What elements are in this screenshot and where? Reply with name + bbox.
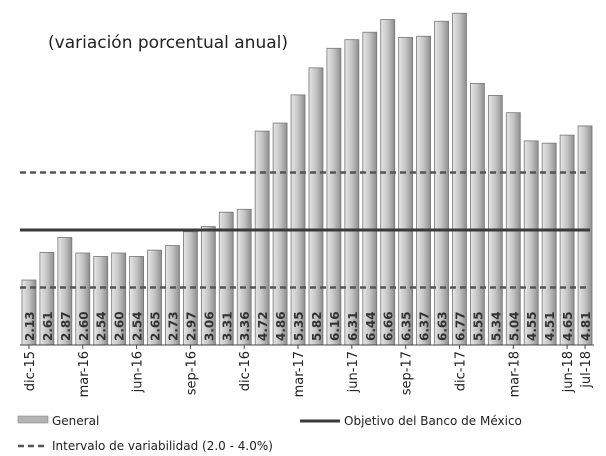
value-label: 6.35 (400, 311, 414, 341)
bar (290, 94, 306, 346)
value-label: 6.31 (346, 311, 360, 341)
x-tick-label: sep-17 (400, 351, 415, 395)
value-label: 6.63 (436, 311, 450, 341)
bar (452, 12, 467, 346)
value-label: 4.65 (561, 311, 575, 341)
value-label: 2.54 (95, 311, 109, 341)
value-label: 5.04 (507, 311, 521, 341)
x-tick-label: jul-18 (579, 351, 594, 389)
value-label: 5.35 (292, 311, 306, 341)
x-tick-label: jun-17 (346, 351, 361, 393)
value-label: 2.65 (149, 311, 163, 341)
bar (434, 20, 449, 346)
value-label: 5.82 (310, 311, 324, 341)
value-label: 2.60 (113, 311, 127, 341)
x-tick-label: mar-17 (292, 351, 307, 397)
value-label: 4.81 (579, 311, 593, 341)
bar (487, 95, 503, 346)
value-label: 6.44 (364, 311, 378, 341)
x-tick-label: dic-15 (23, 351, 38, 391)
x-tick-label: mar-16 (77, 351, 92, 397)
value-label: 4.55 (525, 311, 539, 341)
bar (416, 35, 431, 346)
value-label: 2.87 (59, 311, 73, 341)
value-label: 5.55 (471, 311, 485, 341)
bar (398, 36, 414, 346)
legend-label: General (52, 414, 99, 428)
value-label: 6.77 (453, 311, 467, 341)
value-label: 2.73 (166, 311, 180, 341)
value-label: 2.60 (77, 311, 91, 341)
value-label: 3.31 (220, 311, 234, 341)
bar (308, 67, 324, 346)
value-label: 4.72 (256, 311, 270, 341)
x-tick-label: jun-16 (131, 351, 146, 393)
value-label: 4.51 (543, 311, 557, 341)
x-tick-label: dic-17 (453, 351, 468, 391)
chart-subtitle: (variación porcentual anual) (48, 33, 288, 53)
x-tick-label: sep-16 (184, 351, 199, 395)
bar (344, 39, 360, 346)
value-label: 3.06 (202, 311, 216, 341)
x-tick-label: jun-18 (561, 351, 576, 393)
value-label: 3.36 (238, 311, 252, 341)
value-label: 4.86 (274, 311, 288, 341)
value-label: 6.37 (418, 311, 432, 341)
bar (326, 47, 342, 346)
legend-label: Intervalo de variabilidad (2.0 - 4.0%) (52, 439, 273, 453)
legend-label: Objetivo del Banco de México (344, 414, 522, 428)
x-tick-label: dic-16 (238, 351, 253, 391)
bar (470, 82, 485, 346)
value-label: 5.34 (489, 311, 503, 341)
value-label: 6.66 (382, 311, 396, 341)
value-label: 2.97 (184, 311, 198, 341)
value-label: 6.16 (328, 311, 342, 341)
bar (362, 31, 378, 346)
legend-swatch (17, 415, 49, 424)
x-tick-label: mar-18 (507, 351, 522, 397)
value-label: 2.61 (41, 311, 55, 341)
value-label: 2.54 (131, 311, 145, 341)
bar (380, 19, 396, 346)
value-label: 2.13 (23, 311, 37, 341)
